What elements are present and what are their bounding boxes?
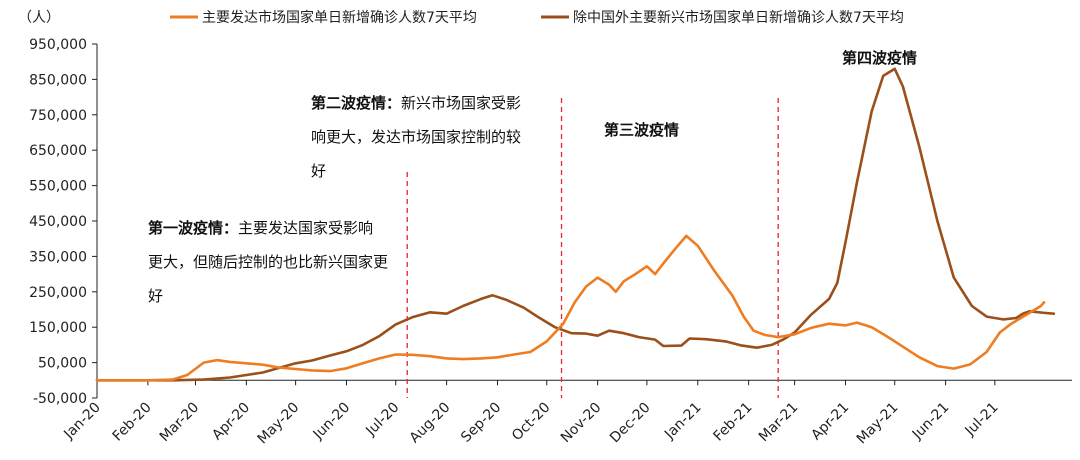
x-tick-label: May-21 [854, 400, 902, 448]
y-tick-label: 150,000 [29, 320, 87, 336]
x-tick-label: Aug-20 [407, 400, 454, 447]
y-tick-label: 450,000 [29, 214, 87, 230]
wave2-title: 第二波疫情： [311, 94, 402, 112]
x-tick-label: Dec-20 [607, 400, 654, 447]
wave1-annotation: 第一波疫情：主要发达国家受影响 更大，但随后控制的也比新兴国家更 好 [148, 211, 438, 313]
x-tick-label: Oct-20 [509, 400, 554, 445]
x-tick-label: Jun-21 [909, 400, 953, 444]
legend-label-developed: 主要发达市场国家单日新增确诊人数7天平均 [202, 9, 477, 26]
wave1-title: 第一波疫情： [148, 219, 239, 237]
x-axis: Jan-20 Feb-20 Mar-20 Apr-20 May-20 Jun-20 Jul-… [60, 379, 1072, 448]
x-tick-label: Jul-21 [962, 400, 1002, 440]
series-line-emerging [95, 67, 1056, 382]
wave-divider-lines [406, 98, 779, 398]
y-tick-label: 350,000 [29, 249, 87, 265]
x-tick-label: Mar-20 [157, 400, 203, 446]
wave2-text-b: 响更大，发达市场国家控制的较 [311, 128, 522, 146]
x-tick-label: Feb-20 [110, 400, 155, 445]
x-tick-label: Feb-21 [710, 400, 755, 445]
y-tick-label: 950,000 [29, 37, 87, 53]
y-tick-label: 750,000 [29, 108, 87, 124]
legend-label-emerging: 除中国外主要新兴市场国家单日新增确诊人数7天平均 [573, 9, 904, 26]
wave2-text-a: 新兴市场国家受影 [401, 94, 522, 112]
x-tick-label: Apr-21 [808, 400, 852, 444]
x-tick-label: May-20 [255, 400, 303, 448]
y-tick-label: 250,000 [29, 285, 87, 301]
y-tick-label: 50,000 [38, 356, 87, 372]
wave3-title: 第三波疫情 [604, 121, 680, 139]
wave1-text-a: 主要发达国家受影响 [238, 219, 374, 237]
x-tick-label: Jan-21 [661, 400, 704, 443]
y-tick-label: 550,000 [29, 179, 87, 195]
x-tick-label: Mar-21 [756, 400, 802, 446]
x-tick-label: Jun-20 [310, 400, 354, 444]
legend: 主要发达市场国家单日新增确诊人数7天平均 除中国外主要新兴市场国家单日新增确诊人… [170, 9, 904, 26]
wave4-title: 第四波疫情 [842, 49, 918, 67]
x-tick-label: Sep-20 [458, 400, 504, 446]
wave1-text-b: 更大，但随后控制的也比新兴国家更 [148, 253, 389, 271]
x-tick-label: Nov-20 [558, 400, 605, 447]
y-tick-label: 650,000 [29, 143, 87, 159]
wave2-annotation: 第二波疫情：新兴市场国家受影 响更大，发达市场国家控制的较 好 [311, 86, 576, 188]
y-tick-label: -50,000 [33, 391, 87, 407]
y-axis: -50,000 50,000 150,000 250,000 350,000 450,00… [29, 37, 98, 407]
y-tick-label: 850,000 [29, 72, 87, 88]
series-line-developed [95, 234, 1046, 382]
x-tick-label: Apr-20 [209, 400, 253, 444]
y-axis-unit-label: （人） [18, 10, 60, 26]
wave1-text-c: 好 [148, 287, 164, 305]
wave2-text-c: 好 [311, 162, 327, 180]
x-tick-label: Jul-20 [362, 400, 402, 440]
series-lines [95, 67, 1056, 382]
